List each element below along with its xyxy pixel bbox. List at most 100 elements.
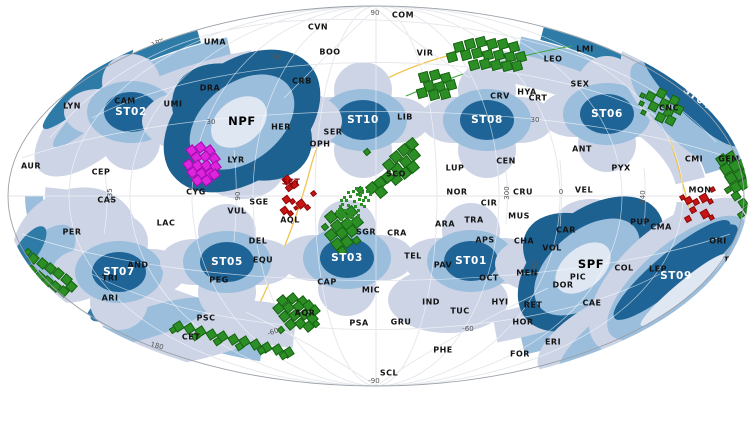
constellation-label-mic: MIC bbox=[361, 285, 381, 295]
constellation-label-sge: SGE bbox=[249, 197, 269, 207]
grid-number-label: -90 bbox=[368, 377, 380, 385]
green-speckle-scatter bbox=[362, 199, 365, 202]
constellation-label-cap: CAP bbox=[317, 277, 337, 287]
survey-field-label-st09: ST09 bbox=[660, 270, 692, 282]
constellation-label-umi: UMI bbox=[163, 99, 183, 109]
constellation-label-dor: DOR bbox=[552, 280, 574, 290]
constellation-label-com: COM bbox=[391, 10, 415, 20]
survey-field-label-spf: SPF bbox=[577, 257, 605, 271]
green-speckle-scatter bbox=[342, 214, 345, 217]
constellation-label-per: PER bbox=[62, 227, 82, 237]
constellation-label-ara: ARA bbox=[434, 219, 456, 229]
green-speckle-scatter bbox=[364, 196, 367, 199]
constellation-label-scl: SCL bbox=[379, 368, 399, 378]
grid-number-label: 90 bbox=[370, 9, 380, 17]
constellation-label-ori: ORI bbox=[709, 236, 727, 246]
survey-field-label-st06: ST06 bbox=[591, 108, 623, 120]
constellation-label-mus: MUS bbox=[508, 211, 530, 221]
constellation-label-vol: VOL bbox=[542, 243, 562, 253]
green-speckle-scatter bbox=[347, 204, 350, 207]
green-speckle-scatter bbox=[360, 187, 363, 190]
green-speckle-scatter bbox=[359, 194, 362, 197]
constellation-label-sct: SCT bbox=[281, 177, 301, 187]
constellation-label-cae: CAE bbox=[582, 298, 602, 308]
survey-field-label-st10: ST10 bbox=[347, 114, 379, 126]
green-speckle-scatter bbox=[345, 215, 348, 218]
green-speckle-scatter bbox=[347, 191, 350, 194]
constellation-label-ret: RET bbox=[523, 300, 543, 310]
constellation-label-ant: ANT bbox=[572, 144, 592, 154]
constellation-label-cvn: CVN bbox=[307, 22, 329, 32]
constellation-label-vul: VUL bbox=[227, 206, 247, 216]
constellation-label-cyg: CYG bbox=[186, 187, 206, 197]
constellation-label-hor: HOR bbox=[512, 317, 534, 327]
constellation-label-aqr: AQR bbox=[294, 308, 316, 318]
constellation-label-del: DEL bbox=[248, 236, 268, 246]
constellation-label-oct: OCT bbox=[479, 273, 499, 283]
constellation-label-aql: AQL bbox=[280, 215, 300, 225]
constellation-label-vir: VIR bbox=[416, 48, 434, 58]
constellation-label-cma: CMA bbox=[650, 222, 672, 232]
constellation-label-uma: UMA bbox=[203, 37, 227, 47]
constellation-label-cas: CAS bbox=[97, 195, 117, 205]
constellation-label-sco: SCO bbox=[386, 169, 406, 179]
constellation-label-cen: CEN bbox=[496, 156, 516, 166]
constellation-label-cmi: CMI bbox=[684, 154, 704, 164]
green-speckle-scatter bbox=[360, 203, 363, 206]
constellation-label-tau: TAU bbox=[723, 255, 743, 265]
survey-field-label-st03: ST03 bbox=[331, 252, 363, 264]
green-speckle-scatter bbox=[349, 195, 352, 198]
green-speckle-scatter bbox=[358, 198, 361, 201]
green-speckle-scatter bbox=[353, 200, 356, 203]
constellation-label-lib: LIB bbox=[397, 112, 413, 122]
constellation-label-oph: OPH bbox=[309, 139, 331, 149]
constellation-label-lup: LUP bbox=[445, 163, 465, 173]
constellation-label-tri: TRI bbox=[101, 273, 119, 283]
green-speckle-scatter bbox=[361, 191, 364, 194]
constellation-label-tuc: TUC bbox=[450, 306, 470, 316]
constellation-label-pav: PAV bbox=[433, 260, 453, 270]
grid-number-label: 30 bbox=[530, 116, 540, 124]
constellation-label-psa: PSA bbox=[349, 318, 369, 328]
constellation-label-cnc: CNC bbox=[659, 103, 679, 113]
constellation-label-crv: CRV bbox=[490, 91, 510, 101]
survey-field-label-st07: ST07 bbox=[103, 266, 135, 278]
green-speckle-scatter bbox=[356, 193, 359, 196]
green-speckle-scatter bbox=[343, 196, 346, 199]
survey-field-label-st01: ST01 bbox=[455, 255, 487, 267]
green-speckle-scatter bbox=[345, 199, 348, 202]
constellation-label-cha: CHA bbox=[513, 236, 535, 246]
constellation-label-lyn: LYN bbox=[63, 101, 81, 111]
constellation-label-phe: PHE bbox=[433, 345, 453, 355]
green-speckle-scatter bbox=[348, 215, 351, 218]
green-speckle-scatter bbox=[339, 205, 342, 208]
green-speckle-scatter bbox=[366, 190, 369, 193]
constellation-label-col: COL bbox=[614, 263, 634, 273]
survey-field-label-npf: NPF bbox=[228, 114, 256, 128]
constellation-label-pup: PUP bbox=[630, 217, 650, 227]
constellation-label-sex: SEX bbox=[570, 79, 590, 89]
constellation-label-crt: CRT bbox=[528, 93, 548, 103]
field-core-ST01 bbox=[444, 241, 498, 281]
green-speckle-scatter bbox=[355, 187, 358, 190]
constellation-label-men: MEN bbox=[516, 268, 538, 278]
constellation-label-pic: PIC bbox=[569, 272, 587, 282]
constellation-label-tel: TEL bbox=[404, 251, 422, 261]
constellation-label-psc: PSC bbox=[196, 313, 216, 323]
constellation-label-cru: CRU bbox=[512, 187, 534, 197]
constellation-label-gem: GEM bbox=[718, 154, 740, 164]
green-speckle-scatter bbox=[349, 220, 352, 223]
green-speckle-scatter bbox=[336, 213, 339, 216]
constellation-label-ind: IND bbox=[422, 297, 440, 307]
green-speckle-scatter bbox=[350, 210, 353, 213]
constellation-label-mon: MON bbox=[688, 185, 712, 195]
constellation-label-hya: HYA bbox=[517, 87, 537, 97]
constellation-label-for: FOR bbox=[510, 349, 530, 359]
grid-number-label: 60 bbox=[273, 53, 283, 61]
map-ellipse-clip: COM CVN BOO UMA VIR LEO LMI SEX HYA CRT CRV CRB HER S… bbox=[4, 3, 748, 389]
constellation-label-and: AND bbox=[127, 260, 149, 270]
constellation-label-gru: GRU bbox=[390, 317, 412, 327]
green-speckle-scatter bbox=[340, 199, 343, 202]
